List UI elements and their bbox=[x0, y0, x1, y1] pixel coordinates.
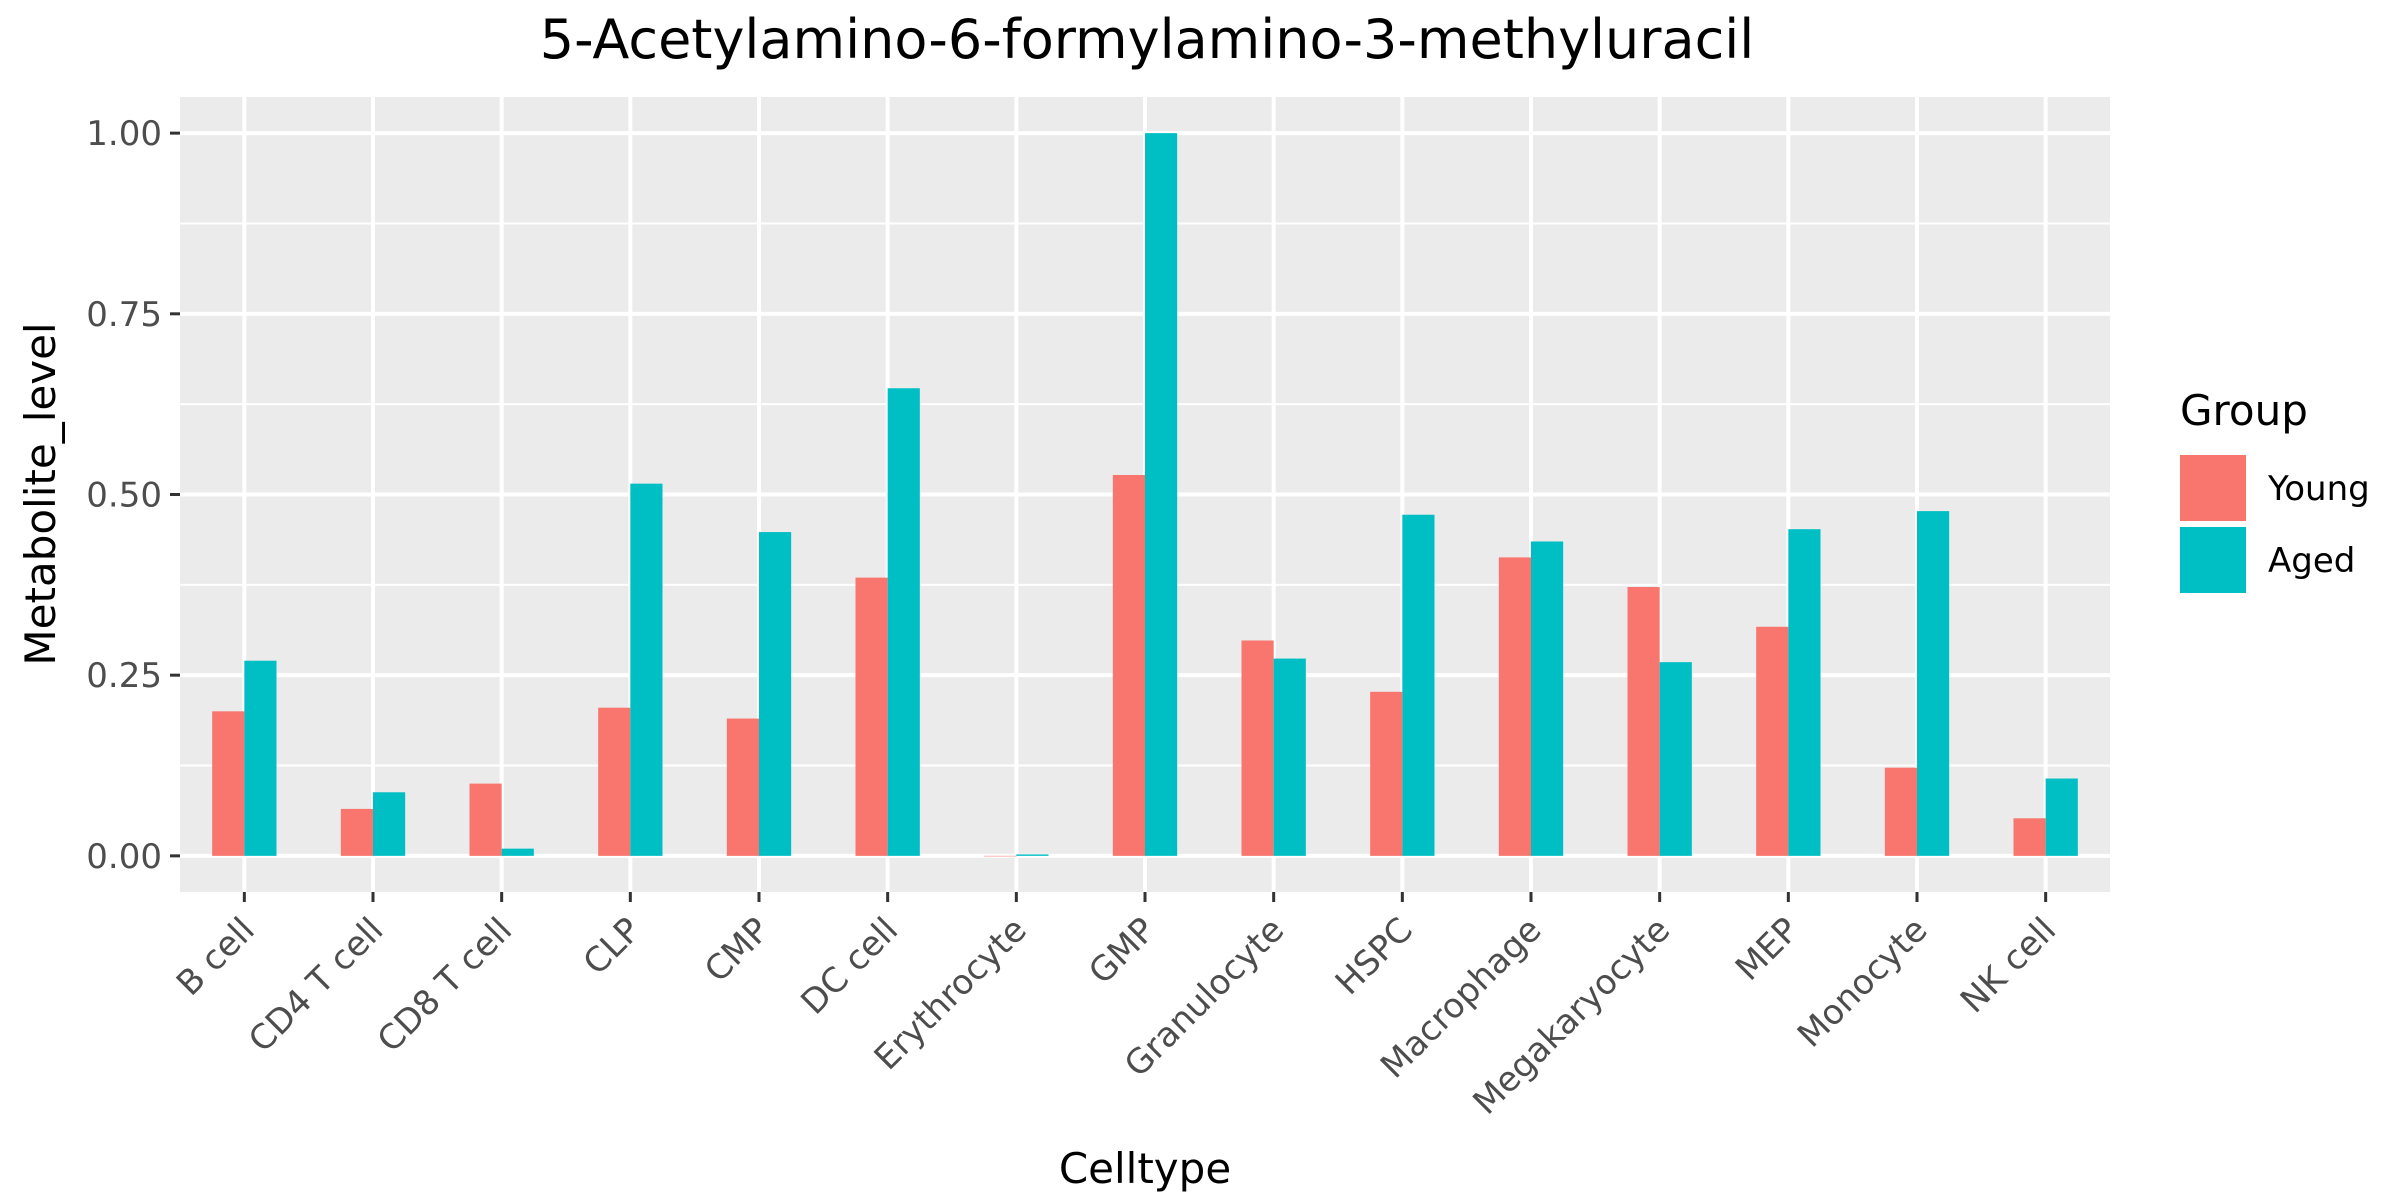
y-tick-label: 0.75 bbox=[86, 295, 162, 335]
legend-label-young: Young bbox=[2267, 469, 2370, 509]
x-tick-label: HSPC bbox=[1328, 910, 1421, 1003]
legend-title: Group bbox=[2180, 386, 2308, 435]
bar-young bbox=[1370, 691, 1403, 856]
bar-aged bbox=[1145, 133, 1178, 856]
bar-aged bbox=[1016, 854, 1049, 856]
bar-aged bbox=[1788, 529, 1821, 856]
x-tick-label: MEP bbox=[1728, 910, 1807, 989]
x-axis-title: Celltype bbox=[1059, 1144, 1231, 1193]
x-tick-label: CMP bbox=[697, 910, 777, 990]
legend-key-aged bbox=[2180, 527, 2246, 593]
bar-young bbox=[726, 718, 759, 856]
bar-aged bbox=[759, 532, 792, 856]
bar-aged bbox=[1659, 662, 1692, 856]
y-axis-title: Metabolite_level bbox=[16, 322, 65, 665]
bar-aged bbox=[501, 848, 534, 856]
bar-aged bbox=[373, 792, 406, 856]
x-tick-label: CLP bbox=[576, 910, 649, 983]
x-tick-label: CD4 T cell bbox=[241, 910, 391, 1060]
bar-young bbox=[1241, 640, 1274, 856]
bar-aged bbox=[1402, 514, 1435, 856]
y-axis: 0.00 0.25 0.50 0.75 1.00 bbox=[86, 114, 180, 877]
y-tick-label: 0.50 bbox=[86, 476, 162, 516]
bar-aged bbox=[1917, 511, 1950, 856]
bar-aged bbox=[1273, 658, 1306, 856]
y-tick-label: 1.00 bbox=[86, 114, 162, 154]
x-tick-label: Monocyte bbox=[1790, 910, 1935, 1055]
bar-young bbox=[1884, 767, 1917, 856]
chart-title: 5-Acetylamino-6-formylamino-3-methylurac… bbox=[540, 8, 1755, 71]
bars bbox=[212, 133, 2078, 857]
bar-aged bbox=[2045, 778, 2078, 856]
bar-young bbox=[598, 707, 631, 856]
bar-young bbox=[1756, 626, 1789, 856]
bar-aged bbox=[887, 388, 920, 856]
x-tick-label: NK cell bbox=[1953, 910, 2064, 1021]
bar-young bbox=[1627, 587, 1660, 856]
bar-aged bbox=[244, 660, 277, 856]
legend-label-aged: Aged bbox=[2268, 541, 2355, 581]
bar-young bbox=[340, 808, 373, 856]
bar-young bbox=[212, 711, 245, 856]
legend: Group Young Aged bbox=[2180, 386, 2370, 593]
bar-aged bbox=[630, 483, 663, 856]
y-tick-label: 0.25 bbox=[86, 656, 162, 696]
bar-young bbox=[1498, 557, 1531, 856]
x-tick-label: GMP bbox=[1081, 910, 1163, 992]
bar-young bbox=[1112, 474, 1145, 856]
bar-aged bbox=[1531, 541, 1564, 856]
bar-young bbox=[984, 855, 1017, 857]
bar-young bbox=[2013, 818, 2046, 856]
x-tick-label: B cell bbox=[169, 910, 263, 1004]
legend-key-young bbox=[2180, 455, 2246, 521]
x-tick-label: CD8 T cell bbox=[370, 910, 520, 1060]
x-tick-label: DC cell bbox=[793, 910, 906, 1023]
y-tick-label: 0.00 bbox=[86, 837, 162, 877]
bar-young bbox=[469, 783, 502, 856]
bar-young bbox=[855, 577, 888, 856]
